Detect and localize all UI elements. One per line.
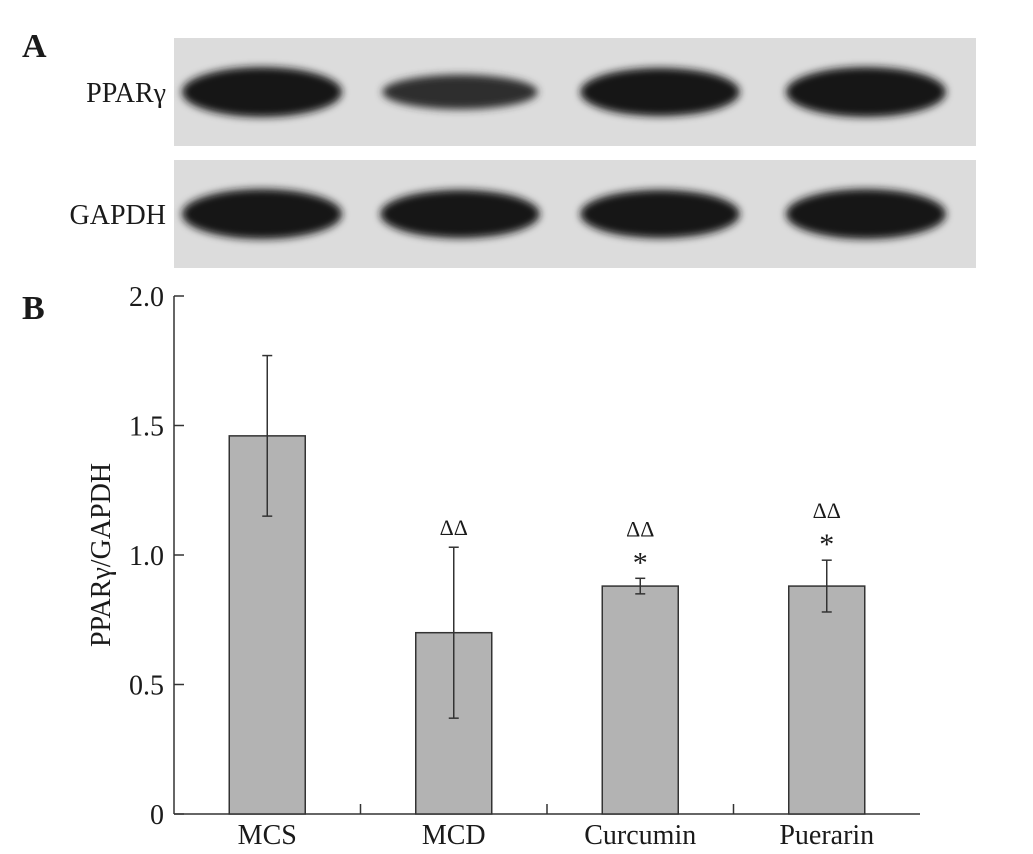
blot-row-label: GAPDH	[70, 200, 166, 231]
x-tick-label: MCD	[422, 820, 486, 851]
y-tick-label: 1.5	[129, 412, 164, 443]
blot-band	[786, 189, 946, 239]
blot-row-label: PPARγ	[86, 78, 166, 109]
x-tick-label: Curcumin	[584, 820, 696, 851]
blot-band	[580, 189, 740, 239]
significance-delta: ΔΔ	[813, 498, 841, 523]
x-tick-label: Puerarin	[779, 820, 874, 851]
y-tick-label: 1.0	[129, 541, 164, 572]
panel-label-a: A	[22, 28, 47, 65]
blot-band	[182, 189, 342, 239]
y-tick-label: 0	[150, 800, 164, 831]
bar	[601, 585, 679, 815]
y-axis-label: PPARγ/GAPDH	[86, 463, 117, 647]
panel-label-b: B	[22, 290, 45, 327]
y-tick-label: 0.5	[129, 671, 164, 702]
blot-band	[380, 189, 540, 239]
blot-band	[182, 67, 342, 117]
blot-band	[786, 67, 946, 117]
x-tick-label: MCS	[238, 820, 297, 851]
bar-chart: 0 0.5 1.0 1.5 2.0 PPARγ/GAPDH MCS MCD ΔΔ Curcumin…	[86, 282, 920, 851]
significance-star: *	[819, 528, 834, 561]
significance-delta: ΔΔ	[440, 515, 468, 540]
blot-band	[580, 67, 740, 117]
western-blot: PPARγ GAPDH	[70, 38, 976, 268]
blot-band	[382, 74, 538, 110]
significance-delta: ΔΔ	[626, 516, 654, 541]
bar	[788, 585, 866, 815]
significance-star: *	[633, 546, 648, 579]
y-tick-label: 2.0	[129, 282, 164, 313]
